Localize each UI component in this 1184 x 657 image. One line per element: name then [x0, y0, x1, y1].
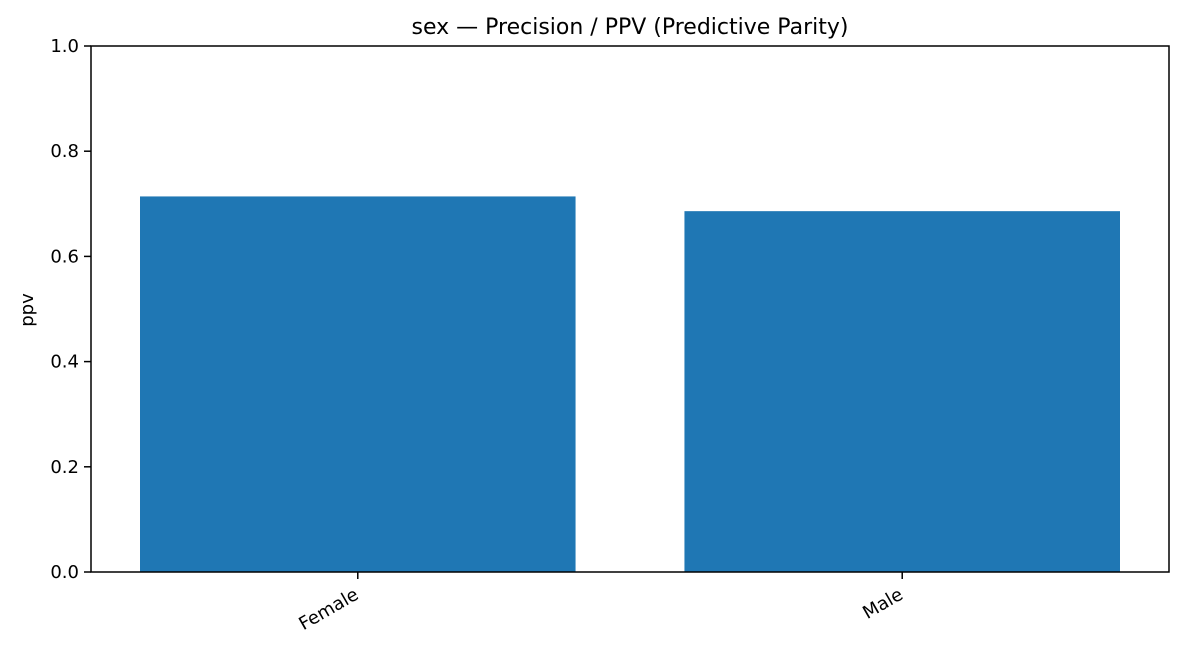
- chart-title: sex — Precision / PPV (Predictive Parity…: [412, 15, 849, 40]
- y-tick-label: 0.2: [50, 457, 79, 478]
- x-tick-label: Male: [859, 584, 906, 624]
- x-axis-ticks: Female Male: [295, 572, 907, 635]
- y-tick-label: 0.0: [50, 562, 79, 583]
- plot-frame: [90, 45, 1170, 573]
- x-tick-label: Female: [295, 584, 362, 635]
- bar-female: [140, 196, 576, 572]
- y-axis-ticks: 0.0 0.2 0.4 0.6 0.8 1.0: [50, 36, 91, 583]
- bars-group: [140, 196, 1120, 572]
- y-tick-label: 0.4: [50, 352, 79, 373]
- y-tick-label: 0.6: [50, 246, 79, 267]
- y-axis-label: ppv: [17, 293, 38, 327]
- y-tick-label: 1.0: [50, 36, 79, 57]
- bar-male: [684, 211, 1120, 572]
- y-tick-label: 0.8: [50, 141, 79, 162]
